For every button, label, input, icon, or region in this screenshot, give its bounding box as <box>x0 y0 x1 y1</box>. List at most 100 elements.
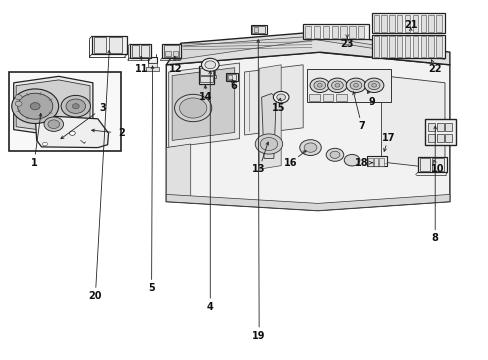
Bar <box>425 119 455 145</box>
Bar <box>427 15 433 32</box>
Bar <box>322 26 328 38</box>
Bar <box>252 26 264 33</box>
Polygon shape <box>14 76 93 136</box>
Bar <box>388 36 394 57</box>
Bar <box>371 13 444 33</box>
Circle shape <box>66 99 85 113</box>
Circle shape <box>72 104 79 109</box>
Bar <box>147 63 157 68</box>
Bar <box>435 36 441 57</box>
Polygon shape <box>16 80 90 132</box>
Circle shape <box>331 81 343 90</box>
Circle shape <box>299 140 321 156</box>
Bar <box>9 72 121 151</box>
Bar <box>172 51 178 56</box>
Circle shape <box>201 58 219 71</box>
Bar <box>373 36 378 57</box>
Circle shape <box>329 151 339 158</box>
Text: 12: 12 <box>169 64 183 74</box>
Circle shape <box>334 84 339 87</box>
Circle shape <box>349 81 361 90</box>
Bar <box>165 51 171 56</box>
Bar <box>445 123 451 131</box>
Bar <box>427 134 434 142</box>
Circle shape <box>325 148 343 161</box>
Polygon shape <box>166 32 449 65</box>
Polygon shape <box>173 36 444 60</box>
Bar <box>308 94 319 101</box>
Polygon shape <box>259 65 281 169</box>
Circle shape <box>15 101 22 106</box>
Circle shape <box>309 78 329 93</box>
Bar <box>198 66 214 84</box>
Text: 13: 13 <box>252 164 265 174</box>
Polygon shape <box>244 65 303 135</box>
Circle shape <box>346 78 365 93</box>
Circle shape <box>364 78 383 93</box>
Polygon shape <box>172 68 234 140</box>
Polygon shape <box>166 52 449 211</box>
Bar <box>381 36 386 57</box>
Bar <box>163 45 179 57</box>
Bar <box>94 37 106 53</box>
Polygon shape <box>166 194 449 211</box>
Circle shape <box>304 143 316 152</box>
Bar <box>205 71 214 76</box>
Text: 8: 8 <box>431 233 438 243</box>
Text: 22: 22 <box>427 64 441 74</box>
Bar <box>200 76 212 82</box>
Bar <box>420 36 425 57</box>
Text: 15: 15 <box>271 103 285 113</box>
Text: 5: 5 <box>148 283 155 293</box>
Polygon shape <box>35 115 108 148</box>
Polygon shape <box>261 94 276 158</box>
Bar <box>227 74 236 80</box>
Text: 6: 6 <box>230 81 237 91</box>
Bar <box>412 15 417 32</box>
Bar <box>228 75 232 79</box>
Bar <box>420 15 425 32</box>
Circle shape <box>174 94 211 122</box>
Bar <box>131 45 139 57</box>
Bar <box>108 37 122 53</box>
Bar <box>348 26 355 38</box>
Circle shape <box>371 84 376 87</box>
Text: 11: 11 <box>135 64 148 74</box>
Bar <box>303 66 395 104</box>
Bar <box>436 134 443 142</box>
Circle shape <box>273 91 288 103</box>
Text: 9: 9 <box>367 96 374 107</box>
Bar <box>436 123 443 131</box>
Bar <box>250 25 266 34</box>
Circle shape <box>42 142 47 146</box>
Circle shape <box>260 138 277 150</box>
Circle shape <box>276 94 285 100</box>
Polygon shape <box>166 144 190 202</box>
Text: 23: 23 <box>340 39 353 49</box>
Bar <box>373 158 378 166</box>
Circle shape <box>30 103 40 110</box>
Bar <box>303 24 368 39</box>
Text: 18: 18 <box>354 158 368 168</box>
Bar <box>445 134 451 142</box>
Circle shape <box>48 120 60 129</box>
Bar <box>396 15 402 32</box>
Bar <box>379 158 384 166</box>
Bar <box>373 15 378 32</box>
Circle shape <box>327 78 346 93</box>
Bar <box>340 26 346 38</box>
Text: 3: 3 <box>99 103 106 113</box>
Bar <box>357 26 364 38</box>
Bar <box>419 158 429 171</box>
Circle shape <box>69 131 75 135</box>
Bar <box>404 36 409 57</box>
Circle shape <box>313 81 325 90</box>
Text: 14: 14 <box>198 92 212 102</box>
Bar <box>200 68 212 75</box>
Circle shape <box>367 81 379 90</box>
Bar <box>388 15 394 32</box>
Circle shape <box>61 95 90 117</box>
Polygon shape <box>168 63 239 148</box>
Bar <box>417 157 447 172</box>
Bar <box>427 36 433 57</box>
